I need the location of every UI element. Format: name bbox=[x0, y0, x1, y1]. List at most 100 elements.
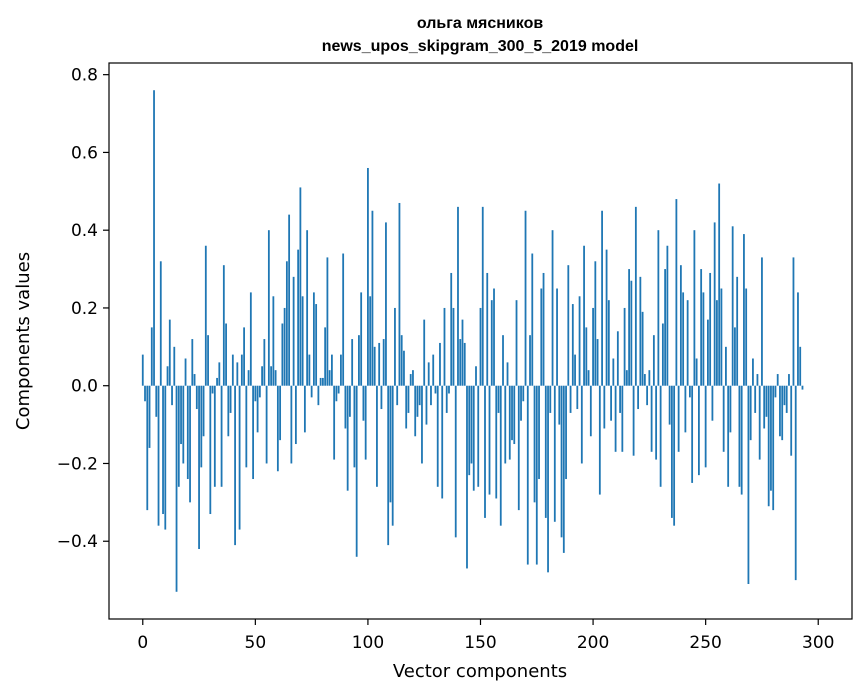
bar bbox=[150, 327, 153, 386]
bar bbox=[788, 374, 790, 386]
bar bbox=[227, 385, 230, 437]
bar bbox=[567, 265, 570, 386]
bar bbox=[231, 354, 234, 386]
bar bbox=[688, 385, 691, 398]
bar bbox=[454, 385, 457, 538]
bar bbox=[468, 385, 471, 476]
bar bbox=[306, 230, 309, 386]
bar bbox=[763, 385, 766, 429]
bar bbox=[367, 167, 369, 386]
bar bbox=[193, 374, 196, 386]
chart-subtitle: news_upos_skipgram_300_5_2019 model bbox=[322, 38, 639, 55]
x-tick-label: 300 bbox=[802, 633, 834, 653]
bar bbox=[495, 385, 498, 499]
y-axis-label: Components values bbox=[13, 252, 34, 430]
bar bbox=[799, 346, 802, 386]
bar bbox=[222, 265, 225, 386]
bar bbox=[790, 385, 793, 456]
bar bbox=[389, 385, 392, 503]
bar bbox=[731, 226, 734, 386]
bar bbox=[776, 374, 779, 386]
bar bbox=[553, 385, 556, 522]
bar bbox=[261, 366, 263, 386]
bar bbox=[745, 288, 748, 386]
bar bbox=[342, 253, 345, 386]
bar bbox=[276, 385, 279, 472]
bar bbox=[479, 307, 482, 386]
bar bbox=[321, 377, 324, 386]
bar bbox=[740, 385, 743, 495]
bar bbox=[630, 280, 633, 386]
bar bbox=[666, 245, 669, 386]
bar bbox=[398, 202, 401, 386]
bar bbox=[542, 272, 545, 386]
y-axis-ticks: −0.4 −0.2 0.0 0.2 0.4 0.6 0.8 bbox=[57, 66, 109, 552]
bar bbox=[191, 339, 194, 386]
bar bbox=[718, 183, 721, 386]
bar bbox=[267, 230, 270, 386]
bar bbox=[416, 385, 419, 417]
bar bbox=[423, 319, 426, 386]
bar bbox=[657, 230, 660, 386]
bar bbox=[783, 385, 786, 406]
bar bbox=[409, 374, 412, 386]
bar bbox=[797, 292, 799, 386]
bar bbox=[605, 249, 608, 386]
bar bbox=[387, 385, 390, 546]
bar bbox=[380, 385, 383, 410]
bar bbox=[234, 385, 236, 546]
bar bbox=[439, 342, 441, 386]
bar bbox=[270, 366, 273, 386]
bar bbox=[249, 292, 252, 386]
bar bbox=[272, 296, 275, 386]
bar bbox=[461, 319, 464, 386]
bar bbox=[353, 385, 356, 468]
bar bbox=[792, 257, 795, 386]
bar bbox=[729, 385, 732, 433]
bar bbox=[418, 385, 421, 406]
bar bbox=[580, 385, 583, 464]
bar bbox=[716, 300, 718, 386]
bar bbox=[324, 327, 327, 386]
bar bbox=[612, 358, 615, 386]
x-tick-label: 250 bbox=[689, 633, 721, 653]
y-tick-label: 0.6 bbox=[71, 143, 98, 163]
bar bbox=[144, 385, 146, 402]
bar bbox=[331, 354, 333, 386]
bar bbox=[466, 385, 468, 569]
bar bbox=[700, 269, 703, 386]
bar bbox=[349, 385, 351, 417]
bar bbox=[562, 385, 565, 553]
bar bbox=[382, 339, 385, 386]
bar bbox=[153, 90, 155, 386]
bar bbox=[200, 385, 203, 468]
bar bbox=[508, 385, 511, 460]
bar bbox=[189, 385, 191, 503]
bar bbox=[175, 385, 178, 592]
bar bbox=[335, 385, 338, 402]
bar bbox=[472, 385, 475, 491]
bar bbox=[436, 385, 439, 487]
bar bbox=[258, 385, 261, 398]
bar bbox=[243, 327, 245, 386]
bar bbox=[448, 385, 450, 394]
bar bbox=[274, 370, 277, 386]
bar bbox=[171, 385, 173, 406]
bar bbox=[369, 296, 372, 386]
bar bbox=[506, 362, 509, 386]
plot-frame bbox=[108, 62, 853, 620]
bar bbox=[779, 385, 781, 437]
bar bbox=[677, 385, 680, 452]
y-tick-label: 0.8 bbox=[71, 66, 98, 86]
bar bbox=[281, 323, 284, 386]
x-tick-label: 200 bbox=[577, 633, 609, 653]
bar bbox=[450, 272, 453, 386]
bar bbox=[157, 385, 160, 526]
bar bbox=[794, 385, 797, 581]
bar bbox=[578, 296, 581, 386]
bar bbox=[186, 385, 189, 480]
bar bbox=[625, 370, 628, 386]
bar bbox=[727, 385, 730, 487]
bar bbox=[774, 385, 777, 398]
bar bbox=[317, 385, 320, 406]
